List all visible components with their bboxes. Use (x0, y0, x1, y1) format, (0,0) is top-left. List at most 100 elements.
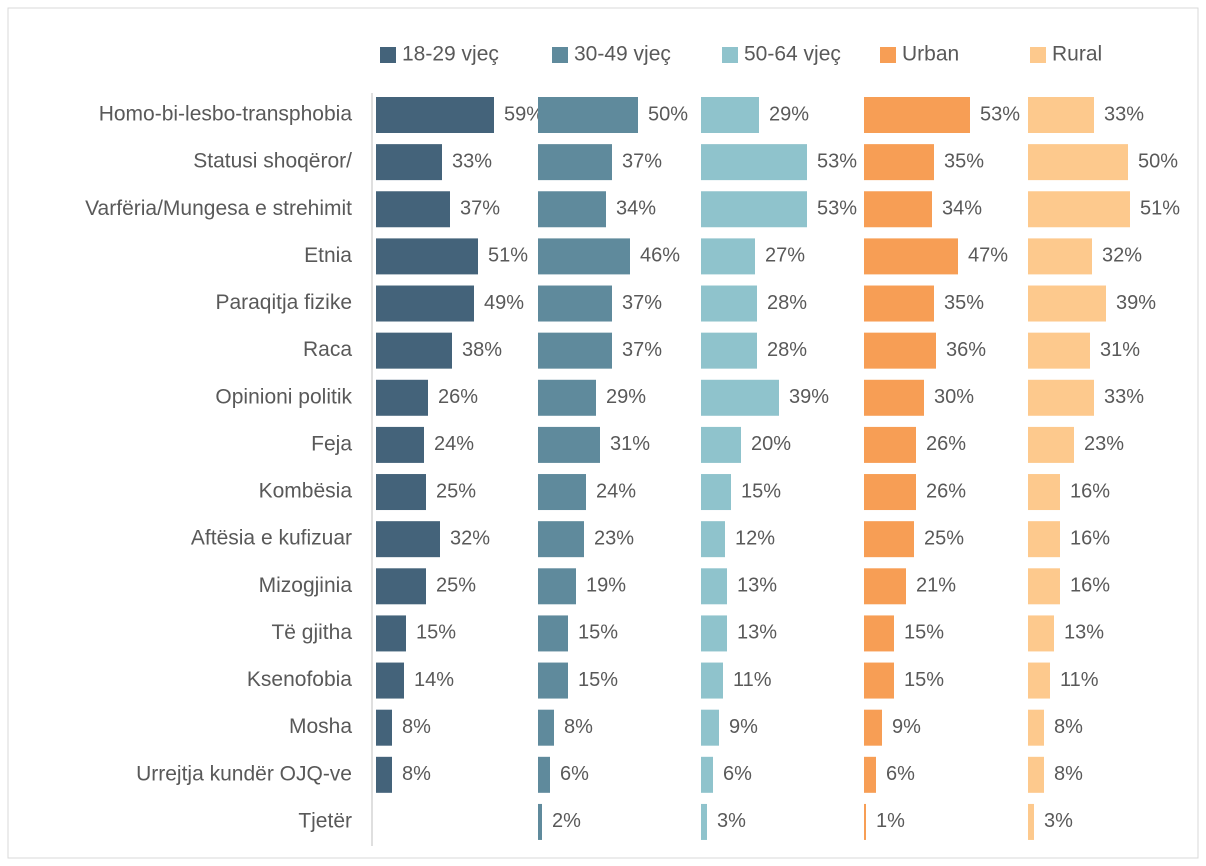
data-label: 16% (1070, 480, 1110, 502)
bar (538, 568, 576, 605)
bar (864, 756, 876, 793)
bar (864, 521, 914, 558)
data-label: 21% (916, 575, 956, 597)
bar (701, 426, 741, 463)
bar (538, 144, 612, 181)
data-label: 50% (1138, 150, 1178, 172)
data-label: 39% (1116, 292, 1156, 314)
data-label: 13% (737, 575, 777, 597)
bar (538, 191, 606, 228)
data-label: 32% (1102, 245, 1142, 267)
data-label: 34% (616, 198, 656, 220)
bar (376, 285, 474, 322)
bar (864, 379, 924, 416)
bar (538, 662, 568, 699)
legend-label: Rural (1052, 43, 1102, 66)
bar (701, 756, 713, 793)
bar (701, 238, 755, 275)
bar (538, 379, 596, 416)
data-label: 1% (876, 810, 905, 832)
legend-label: 50-64 vjeç (744, 43, 841, 66)
category-label: Kombësia (259, 480, 353, 503)
bar (1028, 191, 1130, 228)
data-label: 11% (1060, 669, 1099, 691)
data-label: 24% (596, 480, 636, 502)
bar (701, 191, 807, 228)
bar (1028, 568, 1060, 605)
category-label: Aftësia e kufizuar (191, 527, 352, 550)
bar (538, 521, 584, 558)
data-label: 53% (817, 198, 857, 220)
bar (376, 709, 392, 746)
bar (538, 756, 550, 793)
data-label: 25% (924, 527, 964, 549)
category-label: Varfëria/Mungesa e strehimit (85, 197, 352, 220)
bar (1028, 615, 1054, 652)
bar (864, 238, 958, 275)
data-label: 25% (436, 480, 476, 502)
data-label: 34% (942, 198, 982, 220)
data-label: 15% (904, 669, 944, 691)
bar (701, 285, 757, 322)
data-label: 20% (751, 433, 791, 455)
bar (1028, 238, 1092, 275)
data-label: 47% (968, 245, 1008, 267)
bar (376, 756, 392, 793)
bar (376, 332, 452, 369)
bar (538, 97, 638, 133)
data-label: 39% (789, 386, 829, 408)
bar (701, 803, 707, 840)
bar (864, 332, 936, 369)
bar (864, 615, 894, 652)
bar (701, 97, 759, 133)
bar (864, 803, 866, 840)
bar (538, 474, 586, 511)
bar (538, 803, 542, 840)
data-label: 37% (622, 339, 662, 361)
data-label: 8% (1054, 763, 1083, 785)
bar (376, 426, 424, 463)
data-label: 28% (767, 339, 807, 361)
bar (538, 709, 554, 746)
data-label: 6% (723, 763, 752, 785)
category-label: Feja (311, 432, 352, 455)
bar (1028, 803, 1034, 840)
bar (376, 615, 406, 652)
data-label: 26% (926, 480, 966, 502)
data-label: 30% (934, 386, 974, 408)
bar (864, 191, 932, 228)
bar (1028, 379, 1094, 416)
category-label: Tjetër (298, 809, 352, 832)
bar (1028, 285, 1106, 322)
legend-swatch (722, 47, 738, 63)
data-label: 14% (414, 669, 454, 691)
data-label: 59% (504, 103, 544, 125)
data-label: 9% (729, 716, 758, 738)
data-label: 37% (622, 292, 662, 314)
bar (1028, 332, 1090, 369)
data-label: 15% (741, 480, 781, 502)
category-label: Statusi shoqëror/ (193, 150, 352, 173)
data-label: 31% (1100, 339, 1140, 361)
data-label: 2% (552, 810, 581, 832)
bar (376, 521, 440, 558)
category-label: Etnia (304, 244, 352, 267)
data-label: 8% (402, 763, 431, 785)
data-label: 53% (980, 103, 1020, 125)
legend-label: 30-49 vjeç (574, 43, 671, 66)
bar (864, 709, 882, 746)
data-label: 28% (767, 292, 807, 314)
data-label: 6% (560, 763, 589, 785)
data-label: 9% (892, 716, 921, 738)
bar (701, 474, 731, 511)
data-label: 51% (1140, 198, 1180, 220)
bar (1028, 426, 1074, 463)
chart-border (7, 7, 1199, 859)
data-label: 33% (1104, 103, 1144, 125)
data-label: 35% (944, 150, 984, 172)
data-label: 15% (578, 669, 618, 691)
bar (376, 238, 478, 275)
data-label: 16% (1070, 575, 1110, 597)
data-label: 13% (1064, 622, 1104, 644)
